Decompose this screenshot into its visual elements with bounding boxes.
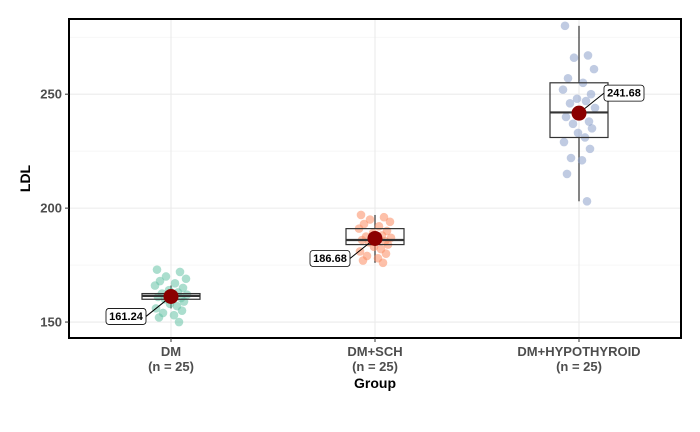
- data-point: [586, 89, 596, 99]
- data-point: [589, 64, 599, 74]
- data-point: [177, 306, 187, 315]
- data-point: [560, 21, 570, 31]
- y-axis-title: LDL: [17, 164, 33, 192]
- mean-label-box: [105, 308, 147, 325]
- data-point: [562, 169, 572, 179]
- x-tick-sublabel: (n = 25): [556, 359, 602, 374]
- data-point: [181, 274, 191, 284]
- data-point: [558, 85, 568, 94]
- x-tick-label: DM+SCH: [347, 344, 402, 359]
- data-point: [358, 256, 368, 265]
- data-point: [379, 212, 389, 222]
- box-groups: 161.24 186.68 241.68: [105, 21, 645, 327]
- data-point: [378, 258, 388, 268]
- x-tick-sublabel: (n = 25): [352, 359, 398, 374]
- data-point: [569, 53, 579, 63]
- data-point: [374, 222, 384, 231]
- data-point: [161, 272, 171, 281]
- x-tick-label: DM+HYPOTHYROID: [517, 344, 640, 359]
- data-point: [590, 103, 600, 113]
- data-point: [583, 51, 593, 60]
- x-axis: DM(n = 25)DM+SCH(n = 25)DM+HYPOTHYROID(n…: [148, 338, 641, 374]
- group-dm: 161.24: [105, 265, 201, 327]
- mean-label: 161.24: [109, 311, 144, 323]
- data-point: [150, 281, 160, 290]
- data-point: [582, 196, 592, 206]
- mean-point: [367, 230, 383, 246]
- data-point: [585, 144, 595, 154]
- y-axis: 150 200 250: [40, 87, 69, 330]
- data-point: [152, 265, 162, 274]
- data-point: [581, 96, 591, 106]
- x-tick-sublabel: (n = 25): [148, 359, 194, 374]
- data-point: [565, 99, 575, 108]
- data-point: [154, 313, 164, 322]
- mean-label-box: [309, 250, 351, 267]
- data-point: [566, 153, 576, 163]
- x-axis-title: Group: [354, 375, 396, 391]
- data-point: [559, 137, 569, 147]
- data-point: [169, 310, 179, 320]
- mean-label-box: [603, 84, 645, 102]
- y-tick-label: 150: [40, 315, 62, 330]
- data-point: [584, 117, 594, 126]
- data-point: [577, 155, 587, 165]
- mean-point: [571, 105, 587, 121]
- data-point: [170, 279, 180, 288]
- y-tick-label: 250: [40, 87, 62, 102]
- mean-point: [163, 288, 179, 304]
- data-point: [561, 112, 571, 122]
- mean-label: 241.68: [607, 88, 641, 100]
- data-point: [568, 119, 578, 129]
- data-point: [174, 317, 184, 327]
- data-point: [573, 128, 583, 138]
- data-point: [385, 217, 395, 227]
- data-point: [175, 267, 185, 277]
- data-point: [572, 94, 582, 104]
- data-point: [356, 210, 366, 220]
- data-point: [587, 124, 597, 133]
- data-point: [563, 73, 573, 83]
- group-dm-sch: 186.68: [309, 210, 405, 268]
- data-point: [381, 249, 391, 258]
- x-tick-label: DM: [161, 344, 181, 359]
- y-tick-label: 200: [40, 201, 62, 216]
- group-dm-hypothyroid: 241.68: [549, 21, 645, 206]
- box: [549, 82, 609, 139]
- mean-label: 186.68: [313, 253, 347, 265]
- data-point: [365, 215, 375, 224]
